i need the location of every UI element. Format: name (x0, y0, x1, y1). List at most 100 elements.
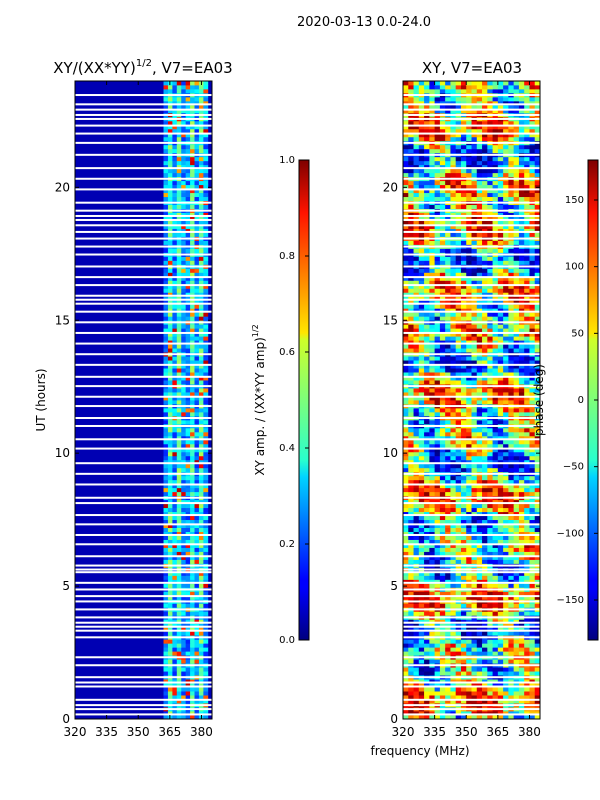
left-heatmap-cell (198, 543, 204, 548)
left-heatmap-cell (190, 627, 195, 632)
right-heatmap-cell (424, 463, 430, 469)
left-heatmap-cell (176, 148, 182, 154)
right-heatmap-cell (508, 348, 515, 353)
left-flagged-row (75, 124, 212, 127)
left-heatmap-cell (172, 691, 178, 696)
left-heatmap-cell (198, 679, 204, 684)
right-heatmap-cell (503, 695, 509, 700)
right-heatmap-cell (429, 268, 436, 273)
left-heatmap-cell (198, 280, 204, 285)
right-heatmap-cell (429, 316, 436, 321)
right-heatmap-cell (429, 336, 436, 341)
right-heatmap-cell (424, 679, 430, 684)
right-heatmap-cell (403, 559, 409, 564)
left-heatmap-cell (176, 623, 182, 628)
left-heatmap-cell (167, 376, 173, 381)
right-heatmap-cell (513, 268, 520, 273)
right-heatmap-cell (403, 511, 409, 517)
left-heatmap-cell (198, 519, 204, 525)
left-heatmap-cell (190, 300, 195, 305)
right-heatmap-cell (418, 216, 425, 221)
right-heatmap-cell (445, 503, 451, 509)
right-heatmap-cell (460, 372, 467, 377)
left-heatmap-cell (190, 96, 195, 102)
left-heatmap-cell (176, 527, 182, 532)
left-heatmap-cell (176, 332, 182, 337)
right-heatmap-cell (429, 519, 436, 525)
left-heatmap-cell (185, 443, 191, 449)
left-heatmap-cell (198, 228, 204, 233)
right-heatmap-cell (439, 535, 446, 540)
right-heatmap-cell (497, 392, 504, 397)
left-heatmap-cell (203, 559, 209, 564)
right-heatmap-cell (476, 431, 483, 437)
right-heatmap-cell (466, 284, 472, 289)
right-heatmap-cell (460, 392, 467, 397)
right-heatmap-cell (508, 643, 515, 648)
right-heatmap-cell (413, 328, 420, 333)
right-heatmap-cell (471, 268, 478, 273)
right-heatmap-cell (534, 627, 541, 632)
right-heatmap-cell (413, 683, 420, 688)
left-heatmap-cell (194, 332, 200, 337)
right-heatmap-cell (460, 348, 467, 353)
left-heatmap-cell (198, 579, 204, 584)
left-ylabel: UT (hours) (34, 368, 48, 431)
left-flagged-row (75, 224, 212, 227)
left-heatmap-cell (198, 272, 204, 277)
left-heatmap-cell (172, 204, 178, 209)
right-heatmap-cell (466, 487, 472, 493)
left-heatmap-cell (185, 483, 191, 489)
left-heatmap-cell (167, 332, 173, 337)
left-heatmap-cell (203, 691, 209, 696)
right-heatmap-cell (408, 268, 414, 273)
left-heatmap-cell (176, 691, 182, 696)
left-heatmap-cell (181, 603, 187, 608)
right-heatmap-cell (503, 435, 509, 441)
left-heatmap-cell (176, 575, 182, 580)
right-heatmap-cell (429, 455, 436, 461)
left-title-main: XY/(XX*YY) (53, 59, 136, 77)
left-title: XY/(XX*YY)1/2, V7=EA03 (53, 58, 232, 77)
right-heatmap-cell (413, 372, 420, 377)
right-heatmap-cell (424, 687, 430, 692)
right-heatmap-cell (534, 240, 541, 245)
right-heatmap-cell (513, 356, 520, 361)
right-heatmap-cell (466, 228, 472, 233)
right-heatmap-cell (513, 256, 520, 261)
right-heatmap-cell (518, 220, 525, 225)
right-heatmap-cell (529, 559, 536, 564)
left-heatmap-cell (172, 687, 178, 692)
left-heatmap-cell (167, 180, 173, 186)
left-heatmap-cell (185, 128, 191, 134)
right-heatmap-cell (492, 503, 499, 509)
right-heatmap-cell (403, 248, 409, 253)
right-heatmap-cell (487, 619, 493, 624)
left-heatmap-cell (190, 120, 195, 126)
right-heatmap-cell (529, 639, 536, 644)
right-heatmap-cell (408, 332, 414, 337)
right-heatmap-cell (403, 431, 409, 437)
right-heatmap-cell (508, 583, 515, 588)
right-heatmap-cell (471, 292, 478, 297)
left-heatmap-cell (176, 603, 182, 608)
right-heatmap-cell (508, 380, 515, 385)
left-heatmap-cell (185, 455, 191, 461)
left-flagged-row (75, 331, 212, 334)
left-heatmap-cell (167, 583, 173, 588)
right-heatmap-cell (492, 451, 499, 457)
right-heatmap-cell (497, 396, 504, 401)
right-heatmap-cell (466, 419, 472, 425)
right-heatmap-cell (524, 332, 530, 337)
left-heatmap-cell (176, 539, 182, 544)
right-heatmap-cell (529, 248, 536, 253)
right-heatmap-cell (445, 511, 451, 517)
right-heatmap-cell (487, 372, 493, 377)
left-heatmap-cell (190, 104, 195, 110)
right-heatmap-cell (403, 711, 409, 716)
right-heatmap-cell (487, 296, 493, 301)
right-heatmap-cell (497, 260, 504, 265)
right-heatmap-cell (434, 392, 441, 397)
right-heatmap-cell (403, 396, 409, 401)
left-heatmap-cell (176, 543, 182, 548)
